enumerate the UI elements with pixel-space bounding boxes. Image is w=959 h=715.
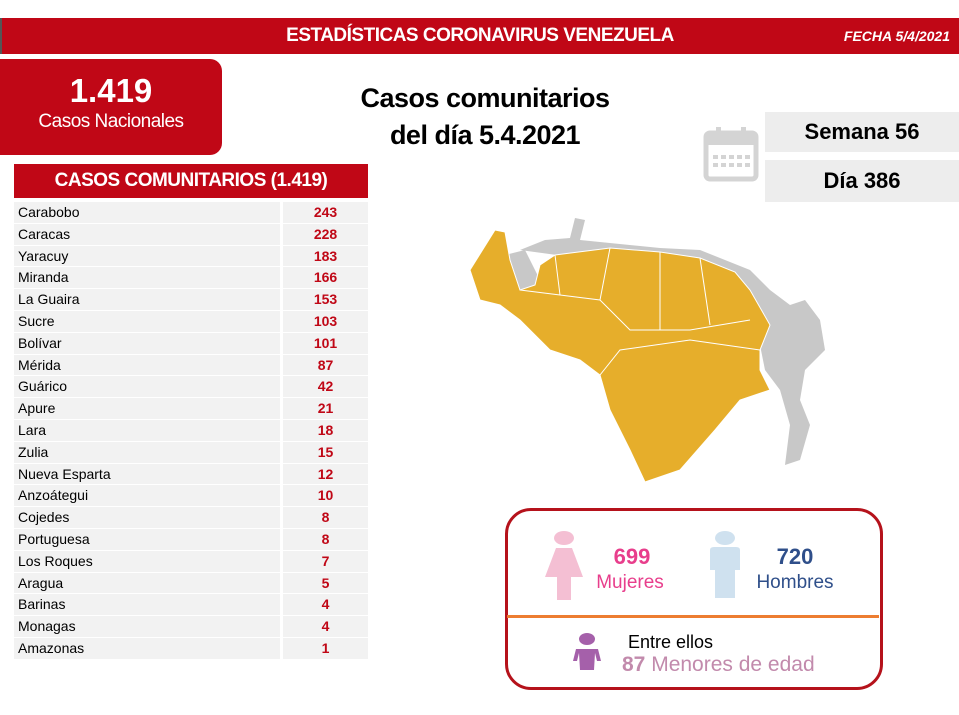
state-cases: 7 <box>283 550 368 572</box>
state-cases: 183 <box>283 245 368 267</box>
state-name: Amazonas <box>14 637 280 659</box>
state-cases: 228 <box>283 223 368 245</box>
minors-count: 87 <box>622 653 646 676</box>
table-row: Aragua 5 <box>14 572 368 595</box>
state-name: Portuguesa <box>14 528 280 550</box>
table-row: Apure 21 <box>14 398 368 420</box>
state-cases: 8 <box>283 528 368 550</box>
state-cases: 8 <box>283 507 368 528</box>
table-row: Miranda 166 <box>14 267 368 289</box>
gender-breakdown-card <box>505 508 883 690</box>
header-date: FECHA 5/4/2021 <box>843 28 950 44</box>
state-name: Los Roques <box>14 550 280 572</box>
table-row: Lara 18 <box>14 419 368 442</box>
table-row: Anzoátegui 10 <box>14 485 368 507</box>
state-cases: 12 <box>283 463 368 485</box>
woman-icon <box>545 531 583 600</box>
state-cases: 153 <box>283 289 368 310</box>
day-label: Día 386 <box>765 160 959 202</box>
state-cases: 87 <box>283 354 368 376</box>
state-name: Caracas <box>14 223 280 245</box>
table-row: Sucre 103 <box>14 310 368 333</box>
man-icon <box>710 531 740 598</box>
table-row: Yaracuy 183 <box>14 245 368 268</box>
table-row: Carabobo 243 <box>14 202 368 224</box>
cases-table: Carabobo 243 Caracas 228 Yaracuy 183 Miranda 16… <box>14 202 368 660</box>
state-name: Aragua <box>14 572 280 594</box>
state-cases: 21 <box>283 398 368 419</box>
page-title: ESTADÍSTICAS CORONAVIRUS VENEZUELA <box>286 25 674 46</box>
state-cases: 1 <box>283 637 368 659</box>
state-cases: 4 <box>283 594 368 616</box>
state-name: Apure <box>14 398 280 419</box>
subtitle: Casos comunitarios del día 5.4.2021 <box>330 80 640 154</box>
subtitle-line2: del día 5.4.2021 <box>389 120 581 150</box>
state-cases: 15 <box>283 441 368 463</box>
national-cases-label: Casos Nacionales <box>38 111 184 132</box>
men-label: Hombres <box>756 572 834 593</box>
state-name: Nueva Esparta <box>14 463 280 485</box>
table-row: Cojedes 8 <box>14 507 368 529</box>
minors-intro: Entre ellos <box>628 632 714 652</box>
state-name: Barinas <box>14 594 280 616</box>
state-name: Sucre <box>14 310 280 332</box>
state-cases: 101 <box>283 332 368 354</box>
table-row: Bolívar 101 <box>14 332 368 355</box>
state-name: Mérida <box>14 354 280 376</box>
table-row: Monagas 4 <box>14 616 368 638</box>
table-row: Caracas 228 <box>14 223 368 246</box>
state-cases: 42 <box>283 376 368 398</box>
subtitle-line1: Casos comunitarios <box>360 83 610 113</box>
minors-line: 87 Menores de edad <box>622 653 815 677</box>
table-row: Los Roques 7 <box>14 550 368 573</box>
minors-label: Menores de edad <box>651 653 815 676</box>
child-icon <box>573 633 601 670</box>
state-cases: 166 <box>283 267 368 289</box>
table-row: La Guaira 153 <box>14 289 368 311</box>
map-unaffected-region <box>520 218 825 465</box>
table-row: Zulia 15 <box>14 441 368 464</box>
state-cases: 243 <box>283 202 368 223</box>
header-bar <box>0 18 959 54</box>
men-count: 720 <box>776 544 814 569</box>
state-cases: 5 <box>283 572 368 594</box>
state-name: Guárico <box>14 376 280 398</box>
table-row: Amazonas 1 <box>14 637 368 660</box>
state-name: Bolívar <box>14 332 280 354</box>
state-name: Lara <box>14 419 280 441</box>
state-cases: 18 <box>283 419 368 441</box>
state-cases: 103 <box>283 310 368 332</box>
state-cases: 4 <box>283 616 368 637</box>
table-row: Mérida 87 <box>14 354 368 377</box>
national-cases-card: 1.419 Casos Nacionales <box>0 59 222 155</box>
state-name: Zulia <box>14 441 280 463</box>
women-label: Mujeres <box>596 572 664 593</box>
state-name: Yaracuy <box>14 245 280 267</box>
week-label: Semana 56 <box>765 112 959 152</box>
state-name: Miranda <box>14 267 280 289</box>
table-row: Portuguesa 8 <box>14 528 368 551</box>
women-count: 699 <box>613 544 651 569</box>
divider <box>507 615 879 618</box>
calendar-icon <box>703 127 759 182</box>
state-name: La Guaira <box>14 289 280 310</box>
national-cases-value: 1.419 <box>69 72 153 109</box>
state-name: Monagas <box>14 616 280 637</box>
state-name: Cojedes <box>14 507 280 528</box>
state-cases: 10 <box>283 485 368 507</box>
table-row: Guárico 42 <box>14 376 368 398</box>
venezuela-map <box>469 218 825 483</box>
table-row: Nueva Esparta 12 <box>14 463 368 486</box>
table-row: Barinas 4 <box>14 594 368 616</box>
state-name: Anzoátegui <box>14 485 280 507</box>
state-name: Carabobo <box>14 202 280 223</box>
table-title: CASOS COMUNITARIOS (1.419) <box>14 164 368 198</box>
